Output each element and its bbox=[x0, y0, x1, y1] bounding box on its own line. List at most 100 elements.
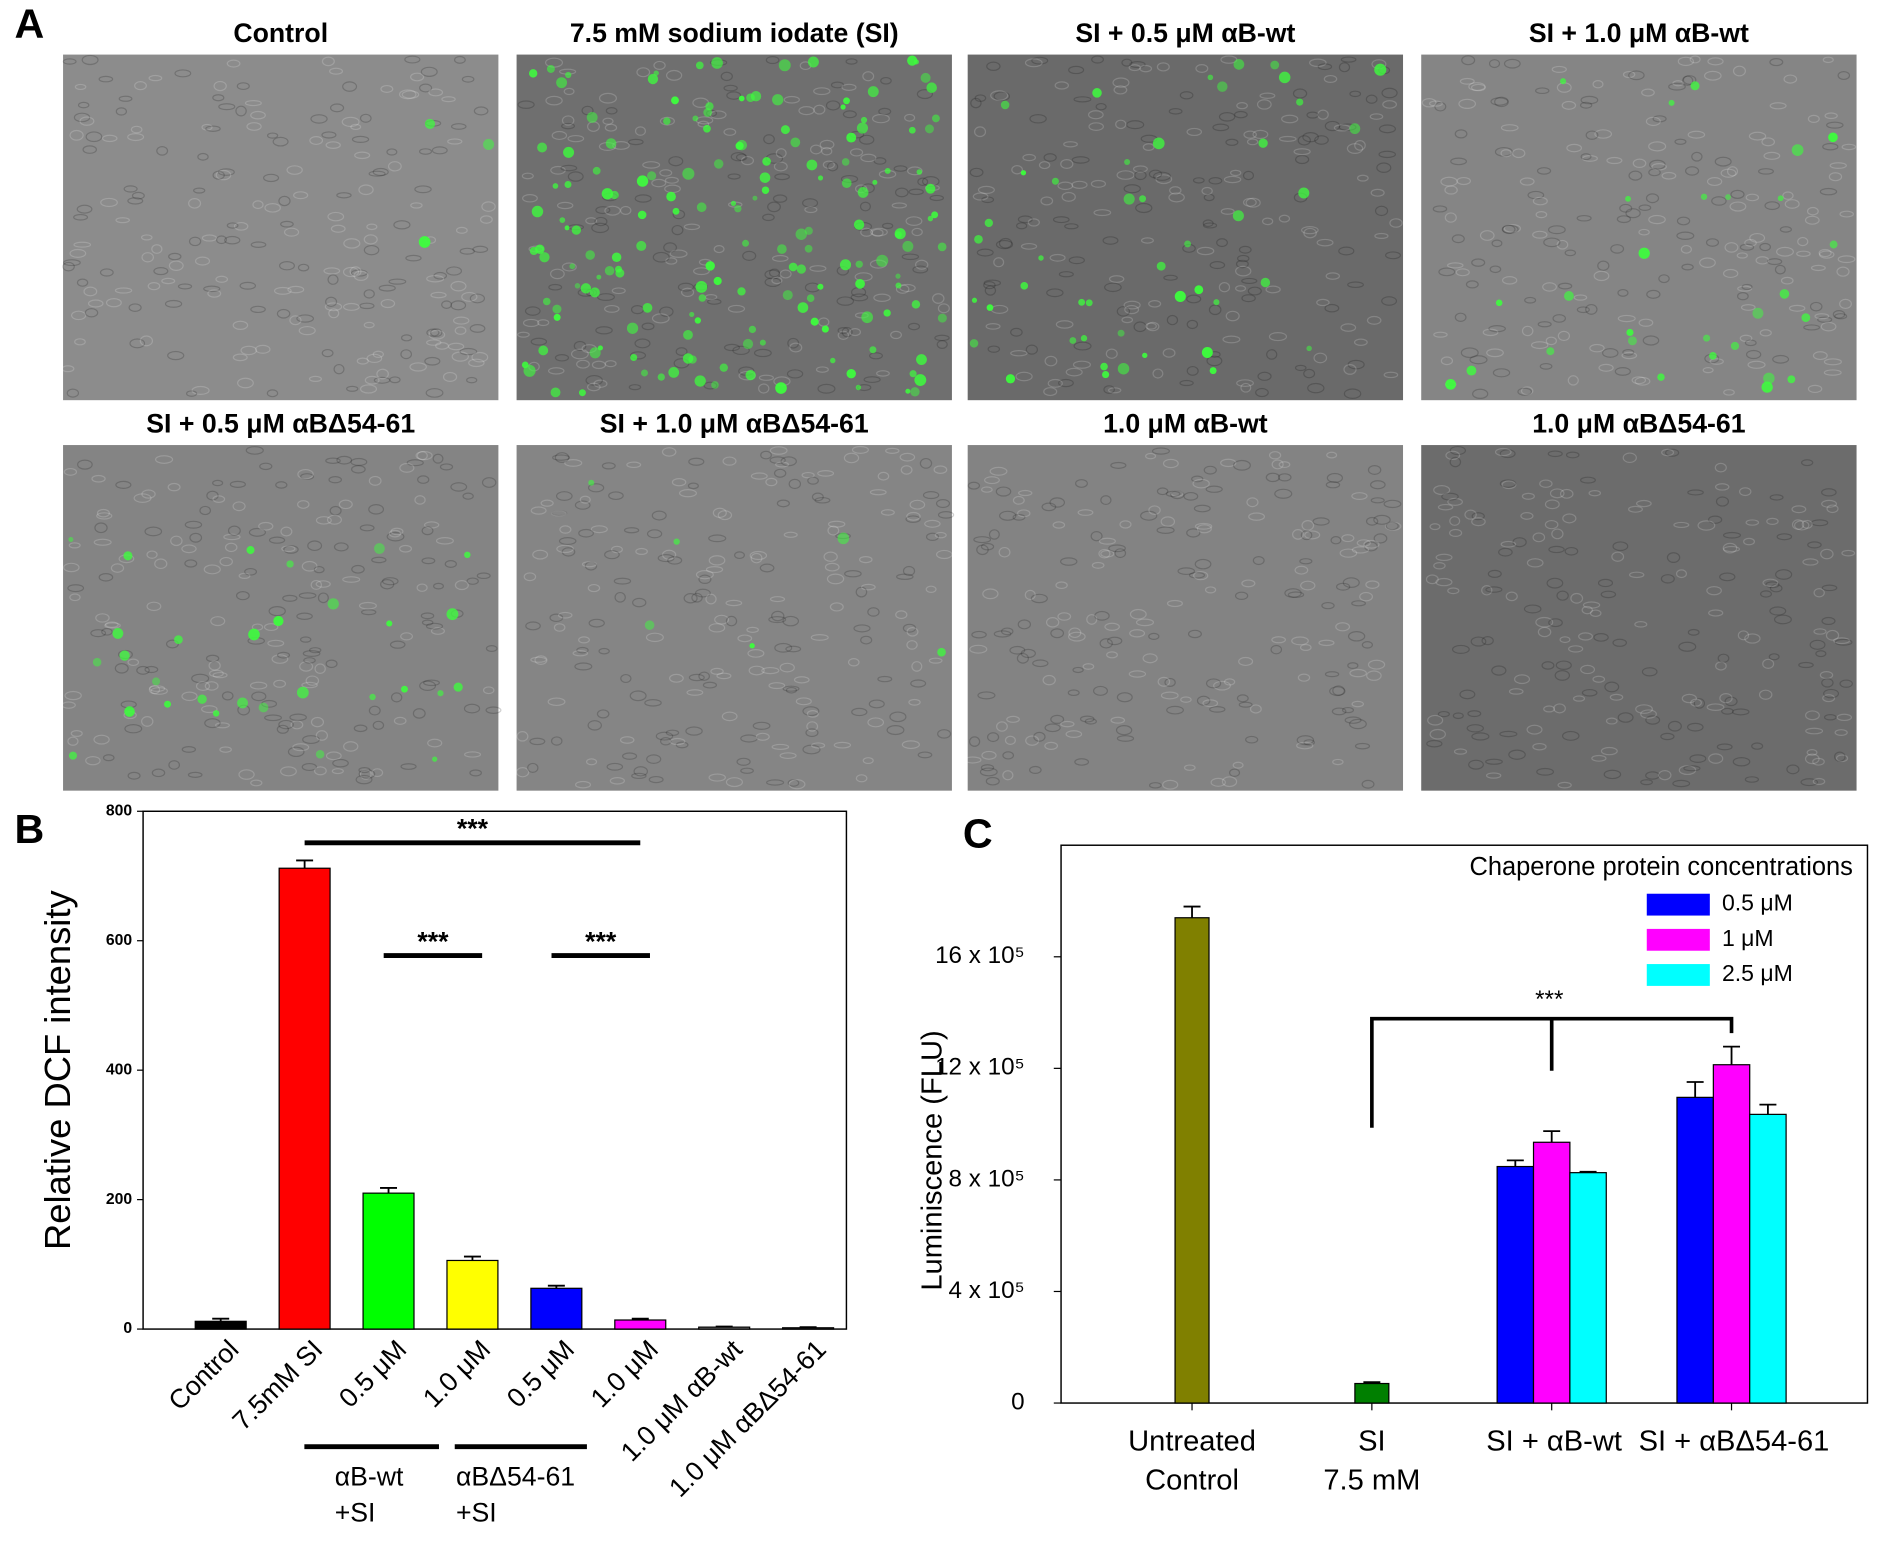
cell bbox=[802, 706, 820, 717]
cell bbox=[217, 168, 235, 176]
cell bbox=[389, 376, 401, 384]
cell bbox=[1151, 447, 1170, 455]
cell bbox=[817, 469, 835, 477]
fluorescent-cell bbox=[1306, 345, 1312, 352]
cell bbox=[998, 237, 1013, 249]
cell bbox=[238, 572, 251, 580]
fluorescent-cell bbox=[869, 346, 877, 354]
cell bbox=[1552, 314, 1566, 323]
cell bbox=[591, 222, 610, 234]
fluorescent-cell bbox=[164, 700, 172, 708]
cell bbox=[767, 201, 781, 213]
cell bbox=[1514, 674, 1531, 685]
cell bbox=[1268, 451, 1282, 460]
cell bbox=[547, 367, 565, 375]
cell bbox=[1192, 478, 1210, 489]
cell bbox=[215, 235, 228, 245]
fluorescent-cell bbox=[860, 116, 868, 124]
cell bbox=[863, 376, 881, 384]
cell bbox=[802, 744, 821, 755]
cell bbox=[455, 226, 468, 234]
cell bbox=[1812, 777, 1826, 786]
cell bbox=[1458, 98, 1477, 109]
cell bbox=[199, 505, 212, 516]
cell bbox=[1067, 689, 1080, 697]
cell bbox=[750, 472, 768, 480]
fluorescent-cell bbox=[1184, 240, 1192, 248]
cell bbox=[659, 169, 673, 177]
cell bbox=[1551, 65, 1567, 73]
cell bbox=[587, 720, 602, 731]
cell bbox=[1672, 80, 1684, 87]
cell bbox=[1116, 692, 1133, 703]
cell bbox=[1148, 505, 1161, 516]
cell bbox=[890, 330, 902, 340]
cell bbox=[450, 123, 467, 130]
cell bbox=[1724, 242, 1739, 253]
cell bbox=[1779, 226, 1792, 233]
cell bbox=[93, 734, 110, 745]
cell bbox=[576, 646, 589, 654]
fluorescent-cell bbox=[68, 751, 78, 760]
bar bbox=[278, 867, 331, 1330]
cell bbox=[1535, 211, 1548, 219]
cell bbox=[1300, 530, 1313, 541]
cell bbox=[271, 654, 289, 664]
cell bbox=[853, 624, 871, 633]
fluorescent-cell bbox=[914, 374, 927, 386]
cell bbox=[1523, 604, 1542, 614]
cell bbox=[1833, 751, 1846, 762]
cell bbox=[657, 554, 675, 563]
cell bbox=[1715, 661, 1727, 671]
cell bbox=[1814, 313, 1830, 320]
cell bbox=[1706, 177, 1723, 187]
cell bbox=[462, 492, 474, 500]
cell bbox=[1232, 761, 1244, 769]
cell bbox=[601, 462, 616, 470]
cell bbox=[1707, 57, 1724, 66]
cell bbox=[63, 562, 80, 573]
cell bbox=[1339, 548, 1358, 558]
cell bbox=[1229, 768, 1241, 777]
micrograph-bg bbox=[516, 54, 952, 401]
cell bbox=[1382, 100, 1398, 109]
cell bbox=[1761, 137, 1776, 147]
cell bbox=[1604, 681, 1620, 693]
cell bbox=[118, 95, 133, 102]
cell bbox=[239, 281, 257, 290]
micrograph bbox=[1421, 445, 1857, 791]
fluorescent-cell bbox=[804, 226, 813, 235]
fluorescent-cell bbox=[736, 139, 748, 151]
cell bbox=[668, 673, 684, 683]
cell bbox=[893, 165, 908, 172]
fluorescent-cell bbox=[565, 71, 572, 79]
cell bbox=[545, 95, 563, 106]
cell bbox=[1325, 481, 1341, 489]
cell bbox=[127, 771, 141, 780]
cell bbox=[1268, 331, 1288, 342]
cell bbox=[1072, 666, 1084, 674]
cell bbox=[855, 586, 868, 598]
cell bbox=[61, 365, 75, 373]
cell bbox=[976, 544, 989, 556]
plot-frame bbox=[142, 810, 848, 1330]
cell bbox=[296, 314, 315, 323]
cell bbox=[310, 716, 325, 728]
cell bbox=[324, 302, 343, 312]
cell bbox=[935, 499, 951, 509]
cell bbox=[276, 724, 289, 734]
cell bbox=[772, 194, 788, 203]
panel-label: A bbox=[15, 1, 45, 47]
cell bbox=[993, 257, 1005, 268]
cell bbox=[693, 267, 710, 276]
fluorescent-cell bbox=[601, 188, 614, 200]
fluorescent-cell bbox=[586, 111, 598, 123]
cell bbox=[201, 705, 218, 714]
cell bbox=[1741, 283, 1753, 290]
cell bbox=[550, 165, 566, 175]
cell bbox=[453, 55, 466, 64]
fluorescent-cell bbox=[971, 297, 978, 303]
cell bbox=[287, 746, 305, 758]
cell bbox=[194, 256, 211, 266]
cell bbox=[1465, 280, 1479, 289]
